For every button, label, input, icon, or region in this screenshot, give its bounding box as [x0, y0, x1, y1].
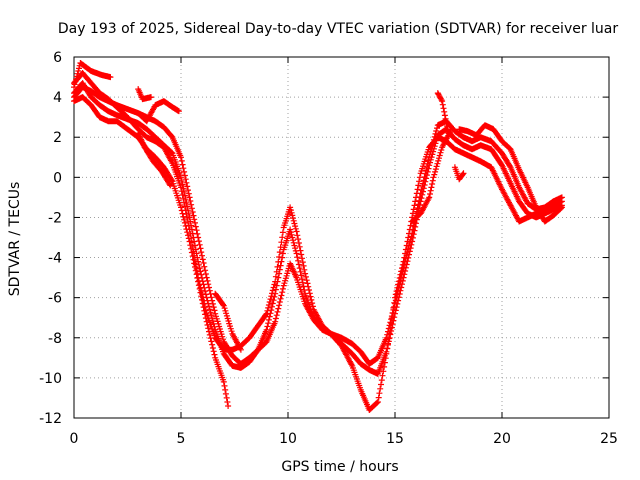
data-series-group	[456, 122, 565, 225]
data-point-markers	[409, 128, 454, 225]
data-point-markers	[456, 122, 565, 225]
x-axis: 0 5 10 15 20 25	[70, 57, 618, 447]
x-tick-label: 10	[279, 431, 297, 447]
y-tick-label: -4	[48, 251, 62, 267]
y-tick-label: 4	[53, 90, 62, 106]
data-point-markers	[434, 90, 452, 137]
data-point-markers	[71, 80, 565, 377]
y-axis-label: SDTVAR / TECUs	[7, 182, 23, 297]
data-series	[71, 60, 565, 413]
x-tick-label: 5	[177, 431, 186, 447]
grid-lines	[74, 57, 609, 418]
data-series-group	[135, 86, 154, 103]
data-point-markers	[212, 290, 244, 353]
y-tick-label: 0	[53, 170, 62, 186]
data-series-group	[71, 60, 114, 91]
data-series-group	[71, 70, 565, 413]
x-tick-label: 0	[70, 431, 79, 447]
y-tick-label: -6	[48, 291, 62, 307]
data-point-markers	[71, 70, 565, 413]
data-series-group	[434, 90, 452, 137]
x-axis-label: GPS time / hours	[281, 459, 398, 475]
y-tick-label: -8	[48, 331, 62, 347]
y-tick-label: -12	[39, 411, 62, 427]
data-point-markers	[135, 86, 154, 103]
x-tick-label: 15	[386, 431, 404, 447]
data-point-markers	[135, 130, 174, 189]
y-tick-label: -10	[39, 371, 62, 387]
data-series-group	[409, 128, 454, 225]
y-axis: -12 -10 -8 -6 -4 -2 0 2 4 6	[39, 50, 609, 427]
chart-title: Day 193 of 2025, Sidereal Day-to-day VTE…	[58, 21, 619, 37]
y-tick-label: 6	[53, 50, 62, 66]
plot-frame	[73, 56, 610, 419]
data-series-group	[71, 80, 565, 377]
data-point-markers	[71, 60, 114, 91]
data-point-markers	[451, 164, 467, 183]
data-series-group	[212, 290, 244, 353]
data-series-group	[135, 130, 174, 189]
x-tick-label: 20	[493, 431, 511, 447]
x-tick-label: 25	[600, 431, 618, 447]
data-point-markers	[135, 98, 182, 125]
y-tick-label: -2	[48, 210, 62, 226]
data-series-group	[135, 98, 182, 125]
y-tick-label: 2	[53, 130, 62, 146]
data-series-group	[451, 164, 467, 183]
